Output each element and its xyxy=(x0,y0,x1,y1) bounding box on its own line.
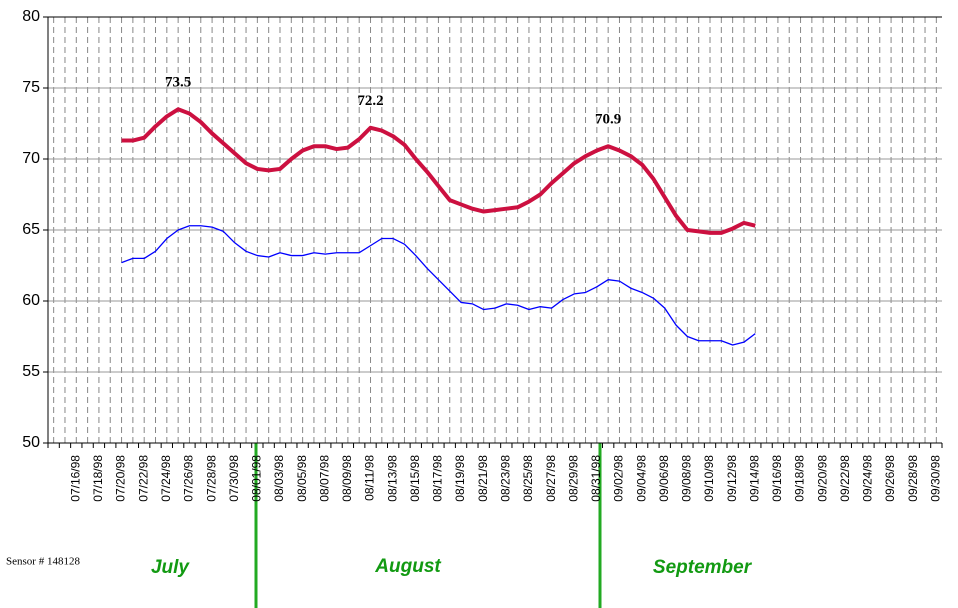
x-tick-label: 08/09/98 xyxy=(340,455,354,502)
x-tick-label: 08/19/98 xyxy=(453,455,467,502)
x-tick-label: 09/28/98 xyxy=(906,455,920,502)
series-line xyxy=(121,225,756,346)
month-label: August xyxy=(374,556,441,577)
month-label: September xyxy=(653,557,753,578)
x-tick-label: 09/20/98 xyxy=(815,455,829,502)
x-tick-label: 09/22/98 xyxy=(838,455,852,502)
x-tick-label: 09/30/98 xyxy=(929,455,943,502)
x-tick-label: 09/10/98 xyxy=(702,455,716,502)
x-tick-label: 09/16/98 xyxy=(770,455,784,502)
data-label: 70.9 xyxy=(595,112,621,128)
x-tick-label: 09/24/98 xyxy=(861,455,875,502)
x-tick-label: 09/26/98 xyxy=(883,455,897,502)
x-tick-label: 07/20/98 xyxy=(114,455,128,502)
x-tick-label: 09/18/98 xyxy=(793,455,807,502)
x-tick-label: 07/16/98 xyxy=(68,455,82,502)
x-tick-label: 07/26/98 xyxy=(182,455,196,502)
x-tick-label: 07/18/98 xyxy=(91,455,105,502)
x-tick-label: 09/06/98 xyxy=(657,455,671,502)
x-tick-label: 09/12/98 xyxy=(725,455,739,502)
x-tick-label: 09/14/98 xyxy=(747,455,761,502)
x-tick-label: 07/30/98 xyxy=(227,455,241,502)
x-tick-label: 08/15/98 xyxy=(408,455,422,502)
x-tick-label: 08/29/98 xyxy=(566,455,580,502)
data-label: 73.5 xyxy=(165,75,191,91)
data-label: 72.2 xyxy=(357,93,383,109)
y-tick-label: 65 xyxy=(22,221,40,238)
x-tick-label: 08/17/98 xyxy=(431,455,445,502)
x-tick-label: 09/04/98 xyxy=(634,455,648,502)
x-tick-label: 08/23/98 xyxy=(498,455,512,502)
y-tick-label: 50 xyxy=(22,434,40,451)
x-tick-label: 08/07/98 xyxy=(317,455,331,502)
y-tick-label: 70 xyxy=(22,150,40,167)
x-tick-label: 08/31/98 xyxy=(589,455,603,502)
x-tick-label: 07/22/98 xyxy=(136,455,150,502)
x-tick-label: 08/25/98 xyxy=(521,455,535,502)
x-tick-label: 07/24/98 xyxy=(159,455,173,502)
x-tick-label: 08/27/98 xyxy=(544,455,558,502)
month-label: July xyxy=(151,557,190,578)
x-tick-label: 07/28/98 xyxy=(204,455,218,502)
x-tick-label: 08/03/98 xyxy=(272,455,286,502)
x-tick-label: 08/21/98 xyxy=(476,455,490,502)
y-tick-label: 55 xyxy=(22,363,40,380)
series-line xyxy=(121,107,756,235)
x-tick-label: 08/11/98 xyxy=(363,455,377,501)
x-tick-label: 08/13/98 xyxy=(385,455,399,502)
x-tick-label: 08/05/98 xyxy=(295,455,309,502)
y-tick-label: 60 xyxy=(22,292,40,309)
x-tick-label: 08/01/98 xyxy=(250,455,264,502)
sensor-label: Sensor # 148128 xyxy=(6,556,80,568)
x-tick-label: 09/02/98 xyxy=(612,455,626,502)
y-tick-label: 80 xyxy=(22,8,40,25)
y-tick-label: 75 xyxy=(22,79,40,96)
x-tick-label: 09/08/98 xyxy=(680,455,694,502)
